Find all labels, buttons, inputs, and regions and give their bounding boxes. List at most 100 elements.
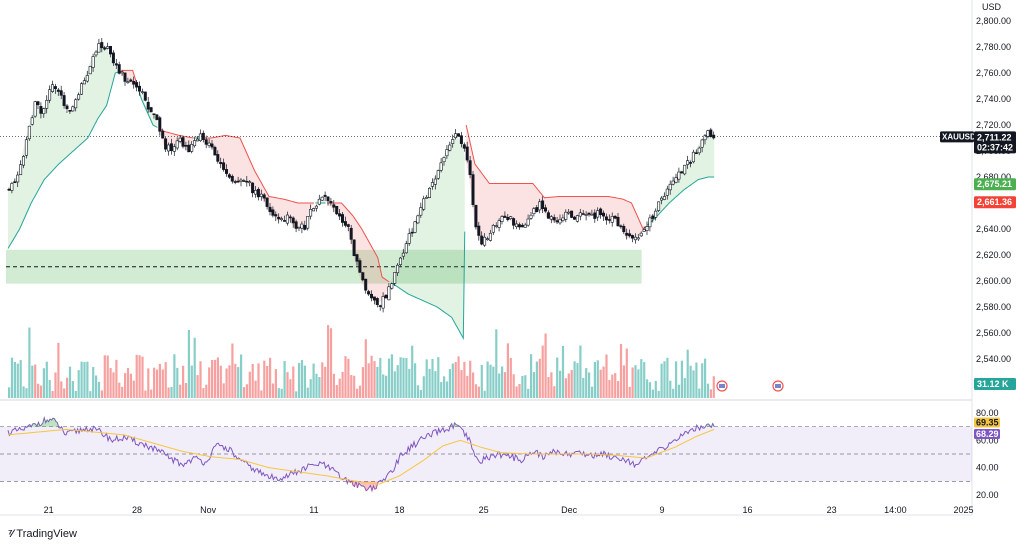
candle-body[interactable] bbox=[503, 215, 507, 218]
candle-body[interactable] bbox=[683, 164, 687, 175]
candle-body[interactable] bbox=[213, 146, 217, 156]
candle-body[interactable] bbox=[88, 66, 92, 75]
candle-body[interactable] bbox=[236, 180, 240, 183]
candle-body[interactable] bbox=[636, 237, 640, 240]
candle-body[interactable] bbox=[169, 143, 173, 151]
candle-body[interactable] bbox=[181, 137, 185, 147]
candle-body[interactable] bbox=[30, 117, 34, 125]
candle-body[interactable] bbox=[654, 210, 658, 218]
candle-body[interactable] bbox=[114, 63, 118, 66]
candle-body[interactable] bbox=[575, 215, 579, 222]
candle-body[interactable] bbox=[109, 46, 113, 55]
candle-body[interactable] bbox=[407, 233, 411, 244]
candle-body[interactable] bbox=[27, 125, 31, 140]
candle-body[interactable] bbox=[143, 91, 147, 101]
candle-body[interactable] bbox=[196, 138, 200, 142]
candle-body[interactable] bbox=[94, 51, 98, 56]
candle-body[interactable] bbox=[427, 187, 431, 198]
candle-body[interactable] bbox=[364, 278, 368, 291]
candle-body[interactable] bbox=[53, 86, 57, 90]
candle-body[interactable] bbox=[584, 214, 588, 216]
candle-body[interactable] bbox=[639, 232, 643, 237]
candle-body[interactable] bbox=[346, 224, 350, 227]
candle-body[interactable] bbox=[445, 149, 449, 157]
candle-body[interactable] bbox=[204, 139, 208, 145]
candle-body[interactable] bbox=[245, 180, 249, 183]
candle-body[interactable] bbox=[65, 105, 69, 110]
candle-body[interactable] bbox=[239, 179, 243, 182]
candle-body[interactable] bbox=[398, 257, 402, 265]
candle-body[interactable] bbox=[494, 225, 498, 227]
candle-body[interactable] bbox=[338, 213, 342, 217]
candle-body[interactable] bbox=[233, 181, 237, 183]
candle-body[interactable] bbox=[506, 216, 510, 221]
candle-body[interactable] bbox=[657, 201, 661, 211]
candle-body[interactable] bbox=[529, 214, 533, 219]
candle-body[interactable] bbox=[697, 147, 701, 154]
candle-body[interactable] bbox=[535, 207, 539, 213]
candle-body[interactable] bbox=[33, 101, 37, 117]
candle-body[interactable] bbox=[129, 79, 133, 82]
candle-body[interactable] bbox=[277, 216, 281, 220]
candle-body[interactable] bbox=[509, 216, 513, 219]
candle-body[interactable] bbox=[613, 215, 617, 219]
candle-body[interactable] bbox=[616, 216, 620, 227]
candle-body[interactable] bbox=[468, 160, 472, 175]
candle-body[interactable] bbox=[56, 89, 60, 92]
candle-body[interactable] bbox=[300, 223, 304, 229]
candle-body[interactable] bbox=[120, 71, 124, 74]
candle-body[interactable] bbox=[396, 264, 400, 274]
candle-body[interactable] bbox=[311, 208, 315, 212]
candle-body[interactable] bbox=[259, 193, 263, 197]
candle-body[interactable] bbox=[596, 210, 600, 218]
candle-body[interactable] bbox=[369, 293, 373, 299]
candle-body[interactable] bbox=[671, 180, 675, 185]
candle-body[interactable] bbox=[7, 188, 11, 191]
candle-body[interactable] bbox=[523, 224, 527, 228]
candle-body[interactable] bbox=[227, 174, 231, 178]
candle-body[interactable] bbox=[625, 232, 629, 236]
candle-body[interactable] bbox=[280, 218, 284, 221]
candle-body[interactable] bbox=[372, 296, 376, 301]
candle-body[interactable] bbox=[514, 223, 518, 228]
candle-body[interactable] bbox=[320, 196, 324, 201]
candle-body[interactable] bbox=[48, 89, 52, 101]
candle-body[interactable] bbox=[462, 144, 466, 149]
candle-body[interactable] bbox=[430, 182, 434, 187]
candle-body[interactable] bbox=[285, 214, 289, 224]
candle-body[interactable] bbox=[633, 236, 637, 241]
candle-body[interactable] bbox=[294, 221, 298, 229]
candle-body[interactable] bbox=[703, 135, 707, 141]
candle-body[interactable] bbox=[578, 212, 582, 217]
candle-body[interactable] bbox=[225, 169, 229, 174]
candle-body[interactable] bbox=[265, 197, 269, 207]
candle-body[interactable] bbox=[91, 56, 95, 68]
candle-body[interactable] bbox=[543, 207, 547, 212]
candle-body[interactable] bbox=[517, 224, 521, 228]
candle-body[interactable] bbox=[68, 110, 72, 112]
candle-body[interactable] bbox=[111, 52, 115, 64]
candle-body[interactable] bbox=[349, 227, 353, 240]
candle-body[interactable] bbox=[85, 75, 89, 82]
candle-body[interactable] bbox=[459, 135, 463, 144]
candle-body[interactable] bbox=[604, 216, 608, 221]
candle-body[interactable] bbox=[80, 83, 84, 95]
candle-body[interactable] bbox=[184, 145, 188, 147]
candle-body[interactable] bbox=[306, 216, 310, 229]
candle-body[interactable] bbox=[512, 218, 516, 226]
candle-body[interactable] bbox=[271, 209, 275, 216]
candle-body[interactable] bbox=[419, 207, 423, 216]
candle-body[interactable] bbox=[680, 171, 684, 174]
candle-body[interactable] bbox=[709, 129, 713, 137]
candle-body[interactable] bbox=[485, 238, 489, 240]
candle-body[interactable] bbox=[282, 220, 286, 222]
candle-body[interactable] bbox=[387, 286, 391, 301]
candle-body[interactable] bbox=[555, 220, 559, 223]
candle-body[interactable] bbox=[413, 221, 417, 233]
candle-body[interactable] bbox=[410, 231, 414, 234]
candle-body[interactable] bbox=[497, 220, 501, 228]
candle-body[interactable] bbox=[161, 130, 165, 139]
candle-body[interactable] bbox=[520, 224, 524, 228]
candle-body[interactable] bbox=[149, 107, 153, 113]
candle-body[interactable] bbox=[309, 209, 313, 217]
